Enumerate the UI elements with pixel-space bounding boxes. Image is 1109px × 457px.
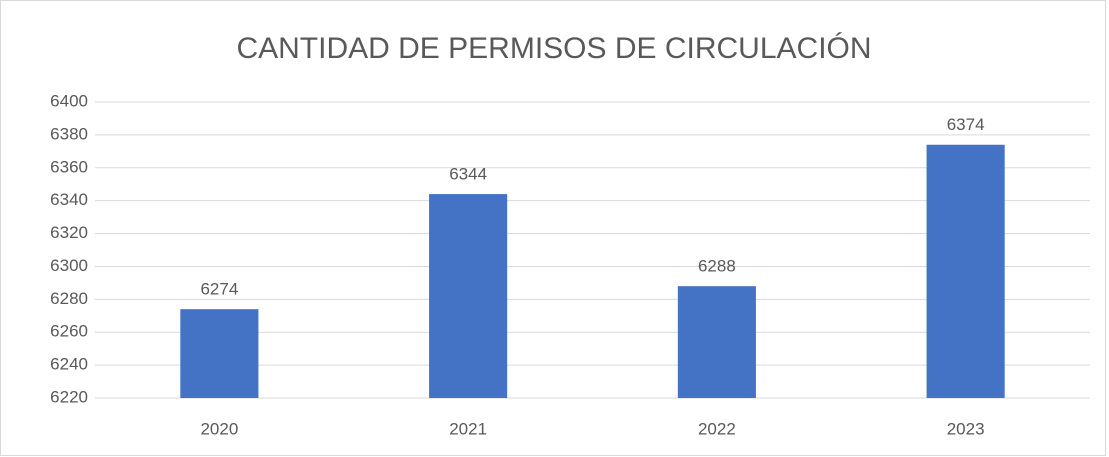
data-label: 6344 <box>449 165 487 184</box>
data-label: 6374 <box>947 115 985 134</box>
data-label: 6288 <box>698 257 736 276</box>
x-tick-label: 2022 <box>698 419 736 438</box>
y-tick-label: 6320 <box>50 223 88 242</box>
chart-title: CANTIDAD DE PERMISOS DE CIRCULACIÓN <box>236 32 871 65</box>
x-tick-label: 2020 <box>200 419 238 438</box>
bar <box>926 144 1005 398</box>
y-tick-label: 6380 <box>50 124 88 143</box>
x-tick-label: 2023 <box>947 419 985 438</box>
x-tick-label: 2021 <box>449 419 487 438</box>
y-tick-label: 6220 <box>50 387 88 406</box>
bar <box>677 286 756 398</box>
y-tick-label: 6340 <box>50 190 88 209</box>
y-tick-label: 6240 <box>50 355 88 374</box>
y-tick-label: 6300 <box>50 256 88 275</box>
y-tick-label: 6360 <box>50 157 88 176</box>
y-tick-label: 6260 <box>50 322 88 341</box>
bar <box>429 194 508 398</box>
bar <box>180 309 259 398</box>
data-label: 6274 <box>200 280 238 299</box>
y-tick-label: 6400 <box>50 91 88 110</box>
y-tick-label: 6280 <box>50 289 88 308</box>
